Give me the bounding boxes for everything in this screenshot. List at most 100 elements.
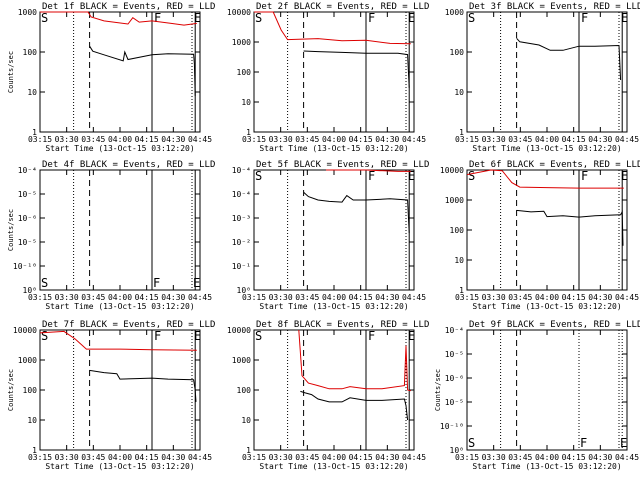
y-tick-label: 100	[450, 48, 465, 57]
x-tick-label: 04:00	[322, 293, 346, 302]
marker-label-S: S	[468, 11, 475, 25]
x-tick-label: 03:30	[269, 453, 293, 462]
y-tick-label: 10000	[440, 166, 464, 175]
y-tick-label: 10⁻⁵	[18, 190, 37, 199]
x-tick-label: 04:00	[535, 293, 559, 302]
x-tick-label: 03:30	[482, 293, 506, 302]
x-tick-label: 04:45	[402, 135, 426, 144]
y-tick-label: 10000	[227, 8, 251, 17]
x-tick-label: 04:30	[588, 135, 612, 144]
plot-frame	[39, 169, 201, 291]
y-tick-label: 10⁻²	[232, 238, 251, 247]
y-tick-label: 1000	[18, 8, 37, 17]
panel-title: Det 1f BLACK = Events, RED = LLD	[42, 2, 215, 12]
y-tick-label: 1	[32, 446, 37, 455]
marker-label-F: F	[368, 11, 375, 25]
panel-det-6f: Det 6f BLACK = Events, RED = LLD 1 10 100 10…	[440, 160, 640, 311]
y-tick-label: 10⁻⁴	[18, 166, 37, 175]
y-tick-label: 10⁻⁶	[445, 374, 464, 383]
series-events-line	[516, 209, 624, 246]
y-tick-label: 10⁻¹⁰	[13, 262, 37, 271]
y-tick-label: 10⁻⁵	[18, 238, 37, 247]
y-tick-label: 10000	[227, 326, 251, 335]
y-tick-label: 100	[237, 68, 252, 77]
x-tick-label: 04:45	[188, 293, 212, 302]
y-tick-label: 10⁻⁵	[445, 398, 464, 407]
marker-label-F: F	[368, 169, 375, 183]
x-tick-label: 04:30	[161, 135, 185, 144]
y-tick-label: 10⁻⁶	[18, 214, 37, 223]
x-tick-label: 04:00	[108, 293, 132, 302]
marker-label-E: E	[408, 329, 415, 343]
series-lld-line	[326, 169, 411, 172]
x-tick-label: 03:45	[81, 293, 105, 302]
x-tick-label: 04:30	[588, 453, 612, 462]
plot-frame	[466, 329, 628, 451]
panel-det-7f: Det 7f BLACK = Events, RED = LLD 1 10 100 10…	[7, 320, 215, 471]
x-tick-label: 04:45	[615, 293, 639, 302]
x-tick-label: 04:15	[349, 453, 373, 462]
x-tick-label: 04:45	[615, 453, 639, 462]
marker-label-F: F	[581, 11, 588, 25]
x-tick-label: 04:45	[402, 453, 426, 462]
x-tick-label: 03:30	[482, 453, 506, 462]
panel-title: Det 4f BLACK = Events, RED = LLD	[42, 160, 215, 170]
x-tick-label: 04:30	[375, 135, 399, 144]
series-lld-line	[298, 329, 411, 392]
marker-label-S: S	[468, 436, 475, 450]
x-tick-label: 03:45	[295, 453, 319, 462]
y-tick-label: 10⁻⁴	[232, 190, 251, 199]
y-axis-label: Counts/sec	[434, 369, 442, 411]
marker-label-F: F	[580, 436, 587, 450]
series-events-line	[89, 369, 197, 402]
x-axis-label: Start Time (13-Oct-15 03:12:20)	[45, 144, 194, 153]
y-tick-label: 1	[459, 286, 464, 295]
x-tick-label: 03:45	[508, 453, 532, 462]
x-tick-label: 04:45	[188, 453, 212, 462]
x-tick-label: 03:15	[455, 293, 479, 302]
x-tick-label: 03:45	[295, 135, 319, 144]
y-tick-label: 10	[27, 416, 37, 425]
y-tick-label: 10⁰	[450, 446, 464, 455]
marker-label-E: E	[408, 11, 415, 25]
plot-frame	[253, 169, 415, 291]
marker-label-E: E	[621, 169, 628, 183]
plot-frame	[39, 329, 201, 451]
y-tick-label: 10	[241, 98, 251, 107]
x-tick-label: 03:30	[269, 135, 293, 144]
y-tick-label: 1	[459, 128, 464, 137]
panel-title: Det 2f BLACK = Events, RED = LLD	[256, 2, 429, 12]
series-events-line	[89, 45, 196, 96]
series-events-line	[303, 191, 410, 233]
marker-label-F: F	[153, 276, 160, 290]
x-tick-label: 03:30	[55, 453, 79, 462]
marker-label-S: S	[255, 329, 262, 343]
x-axis-label: Start Time (13-Oct-15 03:12:20)	[472, 302, 621, 311]
x-tick-label: 03:15	[242, 453, 266, 462]
x-tick-label: 03:30	[55, 135, 79, 144]
marker-label-F: F	[581, 169, 588, 183]
y-tick-label: 1000	[445, 8, 464, 17]
x-tick-label: 04:15	[135, 453, 159, 462]
x-tick-label: 04:15	[562, 453, 586, 462]
x-tick-label: 03:45	[508, 293, 532, 302]
y-tick-label: 10⁻¹	[232, 262, 251, 271]
plot-frame	[253, 11, 415, 133]
marker-label-S: S	[468, 169, 475, 183]
x-tick-label: 04:15	[135, 135, 159, 144]
y-tick-label: 1000	[445, 196, 464, 205]
series-events-line	[303, 50, 410, 88]
panel-title: Det 8f BLACK = Events, RED = LLD	[256, 320, 429, 330]
marker-label-S: S	[41, 329, 48, 343]
plot-frame	[39, 11, 201, 133]
x-axis-label: Start Time (13-Oct-15 03:12:20)	[259, 462, 408, 471]
panel-title: Det 6f BLACK = Events, RED = LLD	[469, 160, 640, 170]
x-tick-label: 04:00	[535, 453, 559, 462]
panel-det-5f: Det 5f BLACK = Events, RED = LLD 10⁰ 10⁻¹ 1…	[232, 160, 430, 311]
panel-title: Det 9f BLACK = Events, RED = LLD	[469, 320, 640, 330]
marker-label-E: E	[408, 169, 415, 183]
panel-det-3f: Det 3f BLACK = Events, RED = LLD 1 10 100 10…	[445, 2, 640, 153]
x-tick-label: 03:15	[28, 135, 52, 144]
